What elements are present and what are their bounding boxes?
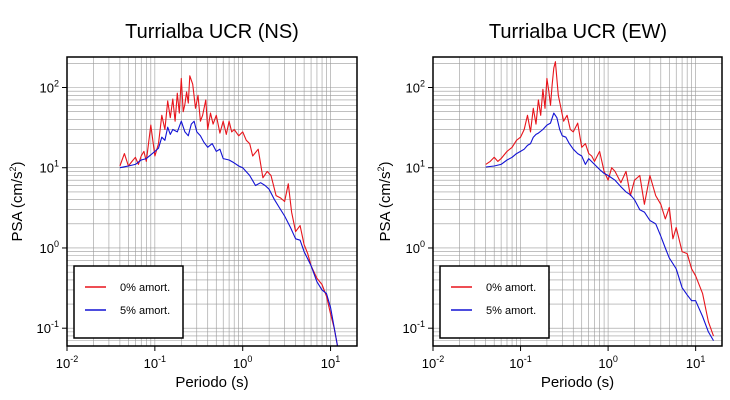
legend-label: 0% amort.	[120, 282, 170, 294]
plot-frame	[432, 56, 723, 347]
legend-box	[439, 265, 550, 339]
x-tick-label: 10-1	[144, 354, 166, 371]
x-tick-label: 100	[233, 354, 252, 371]
legend-box	[73, 265, 184, 339]
chart-panel-0: 10-2 10-1 100 101 10-1 100 101 102 Turrialba UCR…	[8, 21, 358, 391]
chart-panel-1: 10-2 10-1 100 101 10-1 100 101 102 Turrialba UCR…	[376, 21, 723, 391]
legend-entry: 0% amort.	[85, 282, 170, 294]
legend-label: 5% amort.	[120, 305, 170, 317]
y-axis-label: PSA (cm/s2)	[8, 161, 26, 241]
x-tick-label: 101	[686, 354, 705, 371]
legend-label: 5% amort.	[486, 305, 536, 317]
x-tick-label: 100	[598, 354, 617, 371]
x-tick-label: 101	[321, 354, 340, 371]
legend: 0% amort. 5% amort.	[73, 265, 184, 339]
y-tick-label: 101	[40, 159, 59, 176]
y-tick-label: 10-1	[37, 319, 59, 336]
y-tick-label: 101	[406, 159, 425, 176]
y-tick-label: 100	[40, 239, 59, 256]
x-tick-label: 10-2	[422, 354, 444, 371]
y-tick-label: 102	[40, 79, 59, 96]
x-axis-label: Periodo (s)	[175, 374, 248, 391]
legend-entry: 0% amort.	[451, 282, 536, 294]
series-line-amort-0	[485, 61, 715, 337]
x-tick-label: 10-1	[509, 354, 531, 371]
series-line-amort-5	[119, 120, 339, 346]
legend: 0% amort. 5% amort.	[439, 265, 550, 339]
y-tick-label: 100	[406, 239, 425, 256]
y-axis-label: PSA (cm/s2)	[376, 161, 394, 241]
legend-label: 0% amort.	[486, 282, 536, 294]
plot-frame	[66, 56, 358, 347]
x-axis-label: Periodo (s)	[541, 374, 614, 391]
y-tick-label: 102	[406, 79, 425, 96]
series-line-amort-5	[485, 112, 714, 341]
chart-title: Turrialba UCR (NS)	[125, 21, 299, 43]
series-line-amort-0	[119, 75, 339, 346]
chart-title: Turrialba UCR (EW)	[489, 21, 667, 43]
legend-entry: 5% amort.	[85, 305, 170, 317]
x-tick-label: 10-2	[56, 354, 78, 371]
legend-entry: 5% amort.	[451, 305, 536, 317]
y-tick-label: 10-1	[403, 319, 425, 336]
